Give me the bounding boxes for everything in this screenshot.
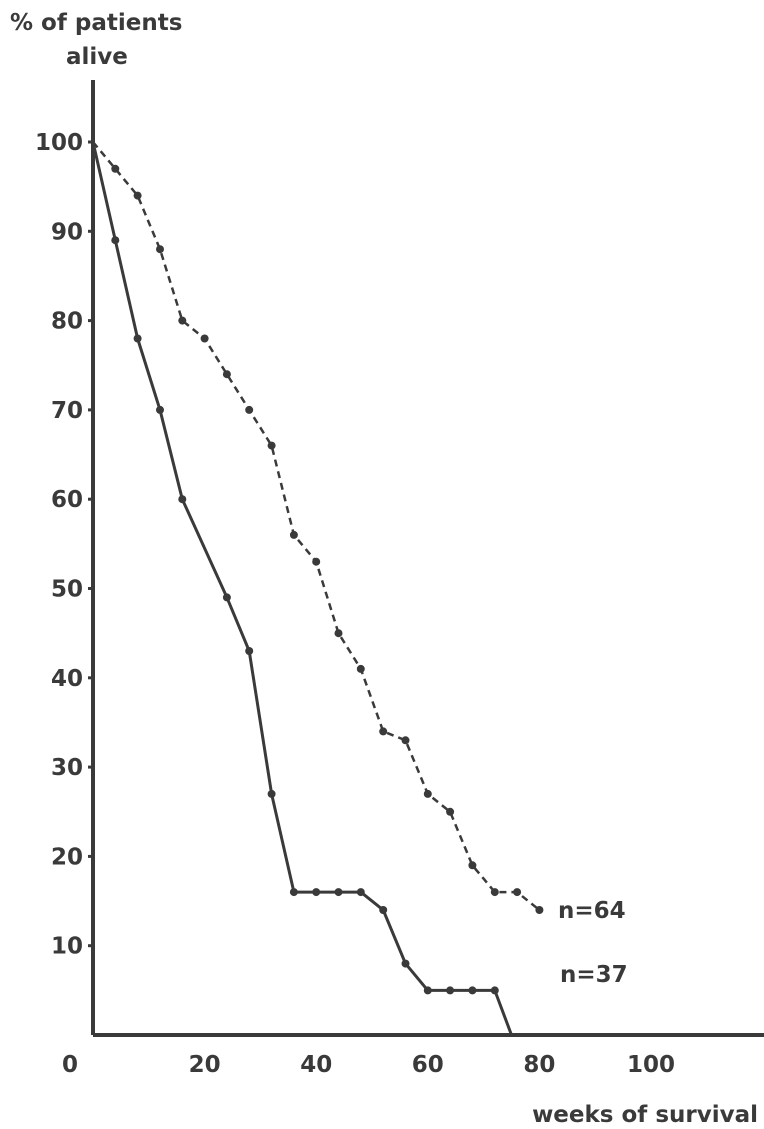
series-labels: n=64 n=37 <box>558 898 628 988</box>
data-point <box>312 888 321 897</box>
data-point <box>468 861 477 870</box>
series-line-1 <box>92 141 541 911</box>
data-point <box>178 495 187 504</box>
data-point <box>289 888 298 897</box>
data-point <box>513 888 522 897</box>
data-point <box>334 629 343 638</box>
x-tick-label: 20 <box>189 1052 221 1078</box>
data-point <box>356 888 365 897</box>
y-axis-title-line2: alive <box>66 44 128 70</box>
data-point <box>468 986 477 995</box>
data-point <box>133 334 142 343</box>
data-point <box>133 191 142 200</box>
y-tick-label: 80 <box>51 309 83 335</box>
data-point <box>356 664 365 673</box>
data-point <box>334 888 343 897</box>
data-point <box>245 647 254 655</box>
x-tick-label: 0 <box>62 1052 78 1078</box>
data-point <box>423 789 432 798</box>
series-label: n=37 <box>560 962 628 988</box>
y-tick-label: 30 <box>51 755 83 781</box>
x-tick-label: 80 <box>523 1052 555 1078</box>
data-point <box>222 370 231 379</box>
data-point <box>267 789 276 798</box>
data-point <box>222 593 231 602</box>
data-point <box>289 530 298 539</box>
x-tick-label: 40 <box>300 1052 332 1078</box>
data-point <box>178 316 187 325</box>
data-point <box>446 807 455 816</box>
data-point <box>535 906 544 914</box>
x-tick-label: 100 <box>627 1052 675 1078</box>
data-point <box>111 236 120 245</box>
x-axis-title: weeks of survival <box>532 1102 758 1128</box>
ticks: 10 20 30 40 50 60 70 80 90 100 0 20 40 60 80 100 <box>35 130 675 1078</box>
data-point <box>401 736 410 745</box>
y-tick-label: 10 <box>51 934 83 960</box>
y-tick-label: 20 <box>51 844 83 870</box>
y-tick-label: 60 <box>51 487 83 513</box>
data-point <box>156 405 164 414</box>
y-tick-label: 40 <box>51 666 83 692</box>
y-tick-label: 50 <box>51 577 83 603</box>
data-point <box>111 164 120 173</box>
data-point <box>245 405 254 414</box>
data-point <box>200 334 209 343</box>
series-group <box>91 141 763 1037</box>
data-point <box>267 441 276 450</box>
y-tick-label: 90 <box>51 219 83 245</box>
axes <box>91 80 764 1037</box>
data-point <box>490 888 499 897</box>
data-point <box>379 906 388 914</box>
data-point <box>156 245 164 254</box>
data-point <box>401 959 410 968</box>
data-point <box>423 986 432 995</box>
data-point <box>379 727 388 736</box>
y-axis-title-line1: % of patients <box>10 10 182 36</box>
data-point <box>446 986 455 995</box>
series-label: n=64 <box>558 898 626 924</box>
series-line-2 <box>91 141 763 1037</box>
y-tick-label: 70 <box>51 398 83 424</box>
data-point <box>490 986 499 995</box>
y-tick-label: 100 <box>35 130 83 156</box>
data-point <box>312 557 321 566</box>
x-tick-label: 60 <box>412 1052 444 1078</box>
